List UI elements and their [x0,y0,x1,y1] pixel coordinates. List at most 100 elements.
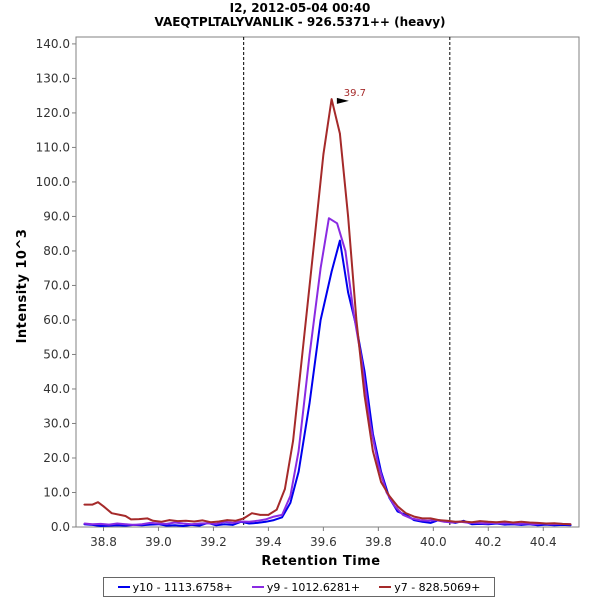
series-point-0 [396,510,399,513]
legend-swatch-y10 [117,586,130,588]
series-point-2 [446,519,448,522]
series-point-2 [83,503,86,506]
y-tick-label: 130.0 [36,71,70,85]
y-tick-label: 50.0 [43,347,70,361]
series-point-0 [215,524,217,527]
series-point-1 [141,523,143,526]
x-tick-label: 39.0 [145,535,172,549]
chart-subtitle: VAEQTPLTALYVANLIK - 926.5371++ (heavy) [154,15,446,29]
y-tick-label: 80.0 [43,244,70,258]
series-point-2 [168,519,171,521]
series-point-0 [319,319,322,321]
y-tick-label: 20.0 [43,451,70,465]
series-point-2 [413,515,415,518]
series-point-2 [355,319,358,321]
x-tick-label: 40.0 [420,535,447,549]
y-tick-label: 30.0 [43,416,70,430]
series-point-2 [234,519,237,522]
series-point-2 [251,512,253,514]
series-point-2 [322,153,325,156]
series-point-0 [281,516,283,519]
series-point-1 [165,523,168,525]
series-point-2 [201,519,204,522]
series-point-2 [438,519,440,521]
x-tick-label: 40.4 [530,535,557,549]
x-axis-title: Retention Time [261,554,380,569]
series-point-2 [160,521,163,523]
series-point-1 [124,523,127,526]
series-point-2 [284,488,286,490]
series-point-0 [264,521,267,523]
series-point-2 [146,517,149,520]
series-point-2 [124,515,127,517]
series-point-1 [149,522,152,524]
y-tick-label: 0.0 [51,520,70,534]
series-point-2 [102,505,105,508]
series-point-1 [289,495,292,497]
series-point-0 [308,401,311,404]
series-point-1 [336,222,338,225]
y-tick-label: 70.0 [43,278,70,292]
series-point-1 [116,522,119,525]
y-tick-label: 120.0 [36,106,70,120]
series-point-2 [275,508,278,511]
series-point-0 [99,525,102,527]
series-point-1 [198,522,201,525]
y-axis-title: Intensity 10^3 [15,229,30,344]
series-point-2 [152,519,154,522]
y-tick-label: 110.0 [36,140,70,154]
legend: y10 - 1113.6758+ y9 - 1012.6281+ y7 - 82… [103,577,495,597]
series-point-1 [99,523,102,525]
series-point-2 [495,521,498,523]
y-tick-label: 90.0 [43,209,70,223]
series-point-1 [427,519,429,522]
series-point-0 [421,521,424,523]
series-point-2 [259,514,261,516]
x-tick-label: 39.2 [200,535,227,549]
y-tick-label: 10.0 [43,485,70,499]
legend-label-y9: y9 - 1012.6281+ [266,580,361,594]
series-point-2 [553,522,556,525]
series-point-1 [108,523,110,526]
series-point-1 [328,217,330,219]
series-point-2 [226,519,228,521]
series-point-2 [91,503,94,506]
x-tick-label: 39.8 [365,535,392,549]
series-point-1 [174,521,176,524]
series-point-0 [248,522,250,525]
series-point-0 [231,524,234,526]
legend-label-y10: y10 - 1113.6758+ [132,580,233,594]
series-point-0 [289,502,292,504]
series-point-2 [110,512,113,514]
series-point-2 [512,521,514,524]
series-point-1 [132,524,135,526]
series-point-2 [569,523,572,526]
series-point-1 [281,514,283,516]
series-point-2 [405,512,407,514]
series-point-1 [344,250,347,252]
series-point-2 [130,518,132,521]
series-point-0 [165,524,168,527]
y-tick-label: 100.0 [36,175,70,189]
peak-label: 39.7 [344,88,366,99]
series-point-1 [297,450,300,452]
series-point-0 [330,270,333,273]
series-point-2 [388,495,391,497]
legend-item-y7: y7 - 828.5069+ [379,581,480,594]
series-point-2 [314,232,316,235]
series-point-1 [83,522,86,525]
plot-area [75,36,580,528]
series-point-0 [198,524,201,527]
series-point-1 [402,514,404,516]
series-point-2 [176,520,179,522]
y-tick-label: 40.0 [43,382,70,396]
series-point-1 [418,519,421,521]
series-point-1 [157,522,160,525]
series-point-2 [292,439,294,442]
series-point-2 [372,450,374,452]
series-point-0 [347,291,349,294]
series-point-1 [319,267,322,269]
x-tick-label: 40.2 [475,535,502,549]
series-point-2 [218,520,220,523]
